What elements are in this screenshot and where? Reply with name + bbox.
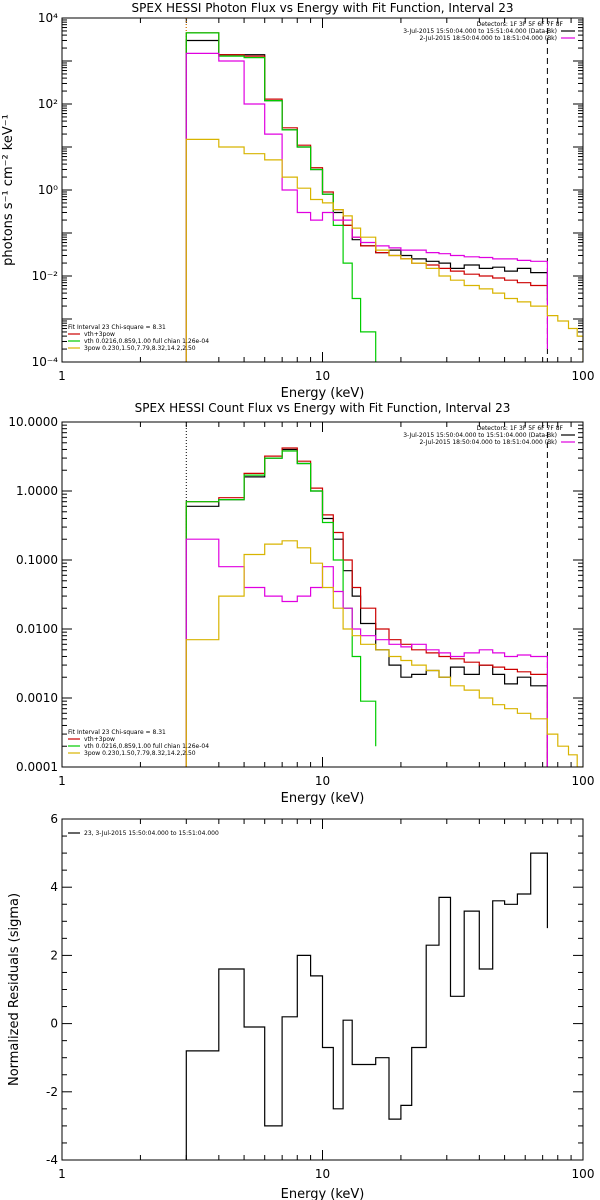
- legend-left-text: 3pow 0.230,1.50,7.79,8.32,14.2,2.50: [84, 345, 196, 352]
- series-line-2: [185, 447, 548, 767]
- legend-left-text: Fit Interval 23 Chi-square = 8.31: [68, 729, 166, 736]
- y-tick-label: -2: [46, 1085, 58, 1099]
- plot-frame: [61, 818, 584, 1161]
- y-tick-label: 0.0100: [16, 622, 58, 636]
- y-axis-label: Normalized Residuals (sigma): [7, 893, 22, 1086]
- y-tick-label: 10²: [38, 97, 58, 111]
- chart-title: SPEX HESSI Photon Flux vs Energy with Fi…: [132, 1, 514, 15]
- y-tick-label: 2: [50, 948, 58, 962]
- series-line-1: [185, 852, 548, 1160]
- legend-right-text: 3-Jul-2015 15:50:04.000 to 15:51:04.000 …: [403, 432, 557, 439]
- y-tick-label: 10⁰: [38, 183, 58, 197]
- x-tick-label: 100: [572, 369, 595, 383]
- x-axis-label: Energy (keV): [281, 386, 365, 401]
- x-tick-label: 100: [572, 1167, 595, 1181]
- legend-right-text: Detectors: 1F 3F 5F 6F 7F 8F: [477, 21, 564, 28]
- plot-frame: [61, 421, 584, 768]
- series-group: [185, 32, 583, 362]
- x-tick-label: 1: [58, 1167, 66, 1181]
- y-tick-label: 10⁴: [38, 11, 58, 25]
- x-tick-label: 100: [572, 774, 595, 788]
- x-axis-label: Energy (keV): [281, 791, 365, 806]
- y-tick-label: 1.0000: [16, 484, 58, 498]
- x-tick-label: 1: [58, 369, 66, 383]
- series-line-4: [185, 52, 548, 362]
- series-line-5: [185, 540, 583, 767]
- legend-right-text: 2-Jul-2015 18:50:04.000 to 18:51:04.000 …: [419, 35, 557, 42]
- legend-left-text: vth 0.0216,0.859,1.00 full chian 1.26e-0…: [84, 743, 209, 750]
- chart-panel-2: SPEX HESSI Count Flux vs Energy with Fit…: [8, 401, 594, 806]
- legend-left-text: 23, 3-Jul-2015 15:50:04.000 to 15:51:04.…: [84, 830, 219, 837]
- legend-left-text: 3pow 0.230,1.50,7.79,8.32,14.2,2.50: [84, 750, 196, 757]
- x-axis-label: Energy (keV): [281, 1187, 365, 1200]
- y-tick-label: 0: [50, 1017, 58, 1031]
- x-tick-label: 10: [315, 1167, 330, 1181]
- chart-panel-3: 1 10 100 -4 -2 0 2 4 6 Energy (keV) Normalized Res…: [7, 812, 594, 1200]
- y-tick-label: 10⁻⁴: [32, 355, 59, 369]
- y-tick-label: 0.0001: [16, 760, 58, 774]
- series-line-2: [185, 32, 548, 362]
- series-line-1: [185, 39, 548, 362]
- y-tick-label: 4: [50, 880, 58, 894]
- series-line-3: [185, 450, 377, 767]
- legend-left-text: vth+3pow: [84, 736, 115, 743]
- legend-left-text: Fit Interval 23 Chi-square = 8.31: [68, 324, 166, 331]
- y-tick-label: 10⁻²: [32, 269, 59, 283]
- y-tick-label: 0.1000: [16, 553, 58, 567]
- y-tick-label: 0.0010: [16, 691, 58, 705]
- legend-left-text: vth 0.0216,0.859,1.00 full chian 1.26e-0…: [84, 338, 209, 345]
- x-tick-label: 1: [58, 774, 66, 788]
- series-group: [185, 852, 548, 1160]
- chart-title: SPEX HESSI Count Flux vs Energy with Fit…: [135, 401, 511, 415]
- series-line-4: [185, 538, 548, 767]
- y-tick-label: 6: [50, 812, 58, 826]
- y-tick-label: 10.0000: [8, 415, 58, 429]
- legend-right-text: 3-Jul-2015 15:50:04.000 to 15:51:04.000 …: [403, 28, 557, 35]
- series-line-3: [185, 32, 377, 362]
- x-tick-label: 10: [315, 774, 330, 788]
- plot-frame: [61, 17, 584, 363]
- y-tick-label: -4: [46, 1153, 58, 1167]
- y-axis-label: photons s⁻¹ cm⁻² keV⁻¹: [1, 114, 16, 266]
- legend-left-text: vth+3pow: [84, 331, 115, 338]
- legend-right-text: 2-Jul-2015 18:50:04.000 to 18:51:04.000 …: [419, 439, 557, 446]
- series-line-5: [185, 138, 583, 362]
- legend-right-text: Detectors: 1F 3F 5F 6F 7F 8F: [477, 425, 564, 432]
- x-tick-label: 10: [315, 369, 330, 383]
- chart-panel-1: SPEX HESSI Photon Flux vs Energy with Fi…: [1, 1, 594, 401]
- series-group: [185, 447, 583, 767]
